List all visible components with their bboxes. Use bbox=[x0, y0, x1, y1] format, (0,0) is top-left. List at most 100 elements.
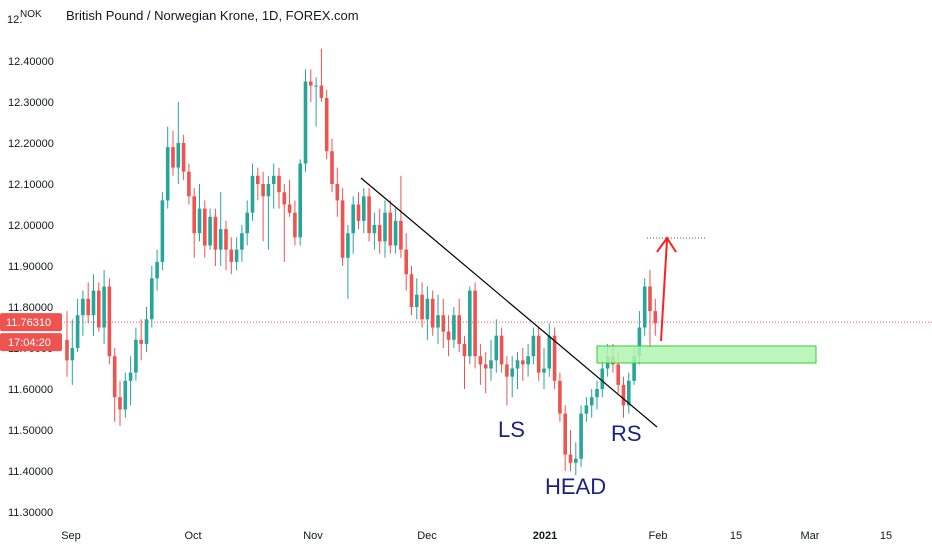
candle-body bbox=[621, 384, 626, 406]
candle-body bbox=[632, 356, 636, 381]
candle-body bbox=[441, 315, 446, 332]
candle-body bbox=[277, 175, 281, 193]
candle-body bbox=[367, 196, 371, 234]
chart-title: British Pound / Norwegian Krone, 1D, FOR… bbox=[66, 8, 359, 23]
candle-body bbox=[356, 204, 361, 221]
x-axis[interactable]: Sep Oct Nov Dec 2021 Feb 15 Mar 15 bbox=[61, 530, 892, 542]
candle-body bbox=[526, 356, 530, 365]
candle-body bbox=[388, 212, 393, 246]
candle-body bbox=[75, 315, 80, 348]
current-price-badge bbox=[0, 313, 62, 332]
candle-body bbox=[314, 85, 318, 87]
candle-body bbox=[351, 204, 355, 234]
countdown-value: 17:04:20 bbox=[8, 337, 51, 349]
candle-body bbox=[415, 294, 419, 307]
candle-body bbox=[505, 364, 509, 377]
candle-body bbox=[134, 339, 138, 373]
y-tick-label: 11.50000 bbox=[8, 425, 53, 437]
candle-body bbox=[203, 208, 207, 246]
label-head: HEAD bbox=[545, 474, 606, 499]
y-tick-label: 12.10000 bbox=[8, 179, 54, 191]
candle-body bbox=[261, 184, 265, 197]
candle-body bbox=[425, 298, 430, 320]
currency-label: NOK bbox=[20, 9, 42, 20]
candle-body bbox=[245, 212, 249, 234]
candle-body bbox=[250, 175, 255, 213]
candle-body bbox=[309, 81, 313, 86]
candle-body bbox=[128, 372, 133, 381]
candle-body bbox=[637, 327, 642, 357]
candle-body bbox=[224, 229, 228, 250]
candle-body bbox=[65, 339, 69, 361]
candle-body bbox=[483, 364, 488, 369]
candle-body bbox=[97, 290, 101, 328]
candle-body bbox=[536, 335, 541, 373]
candle-body bbox=[558, 380, 562, 414]
candle-body bbox=[600, 368, 605, 389]
candle-body bbox=[478, 356, 483, 365]
candle-body bbox=[404, 249, 408, 275]
x-tick-label: Feb bbox=[649, 530, 668, 542]
y-tick-label: 11.40000 bbox=[8, 466, 53, 478]
candle-body bbox=[81, 298, 85, 316]
y-tick-label: 11.60000 bbox=[8, 384, 53, 396]
y-tick-label: 11.90000 bbox=[8, 261, 53, 273]
candle-body bbox=[150, 278, 154, 320]
candle-body bbox=[452, 315, 456, 340]
candle-body bbox=[616, 364, 620, 385]
x-tick-label: Dec bbox=[417, 530, 437, 542]
candle-body bbox=[139, 339, 143, 344]
drawings: LS HEAD RS bbox=[64, 177, 932, 499]
candle-body bbox=[409, 274, 414, 307]
candle-body bbox=[563, 413, 567, 455]
y-tick-label: 12.40000 bbox=[8, 56, 54, 68]
candle-body bbox=[213, 216, 218, 250]
candle-body bbox=[627, 380, 631, 406]
candle-body bbox=[155, 261, 159, 279]
candle-body bbox=[181, 143, 186, 172]
candle-body bbox=[176, 143, 181, 168]
candle-body bbox=[324, 97, 329, 152]
candle-body bbox=[648, 286, 652, 312]
candle-body bbox=[436, 315, 440, 328]
projection-arrow-shaft bbox=[660, 239, 668, 342]
candle-body bbox=[102, 286, 106, 328]
candle-body bbox=[446, 331, 451, 340]
candle-body bbox=[144, 319, 149, 344]
y-tick-label: 11.30000 bbox=[8, 507, 53, 519]
label-left-shoulder: LS bbox=[498, 417, 525, 442]
candle-body bbox=[256, 175, 260, 184]
candle-body bbox=[377, 225, 382, 242]
candle-body bbox=[510, 368, 514, 377]
candle-body bbox=[547, 335, 552, 369]
candle-body bbox=[319, 85, 324, 98]
candle-body bbox=[218, 229, 223, 250]
x-tick-label: 15 bbox=[880, 530, 892, 542]
candle-body bbox=[330, 151, 334, 184]
candle-body bbox=[515, 360, 520, 369]
candle-body bbox=[372, 225, 377, 234]
trendline bbox=[360, 177, 658, 428]
x-tick-label: Sep bbox=[61, 530, 81, 542]
x-tick-label: Oct bbox=[184, 530, 201, 542]
candle-body bbox=[234, 249, 239, 262]
x-tick-label: Mar bbox=[801, 530, 820, 542]
candle-body bbox=[335, 184, 340, 201]
candle-body bbox=[303, 81, 308, 164]
candle-body bbox=[420, 294, 424, 320]
candle-body bbox=[197, 208, 202, 234]
candle-body bbox=[192, 196, 196, 234]
candle-body bbox=[430, 298, 435, 328]
candle-body bbox=[171, 147, 175, 168]
candle-body bbox=[91, 290, 96, 316]
candle-body bbox=[187, 171, 191, 197]
candle-body bbox=[298, 163, 302, 238]
y-tick-label-partial: 12. bbox=[7, 14, 22, 26]
current-price-value: 11.76310 bbox=[6, 317, 51, 329]
y-tick-label: 12.30000 bbox=[8, 97, 54, 109]
y-axis[interactable]: 12.40000 12.30000 12.20000 12.10000 12.00000… bbox=[0, 14, 62, 519]
y-tick-label: 11.80000 bbox=[8, 302, 53, 314]
x-tick-label: 15 bbox=[730, 530, 742, 542]
label-right-shoulder: RS bbox=[611, 421, 642, 446]
